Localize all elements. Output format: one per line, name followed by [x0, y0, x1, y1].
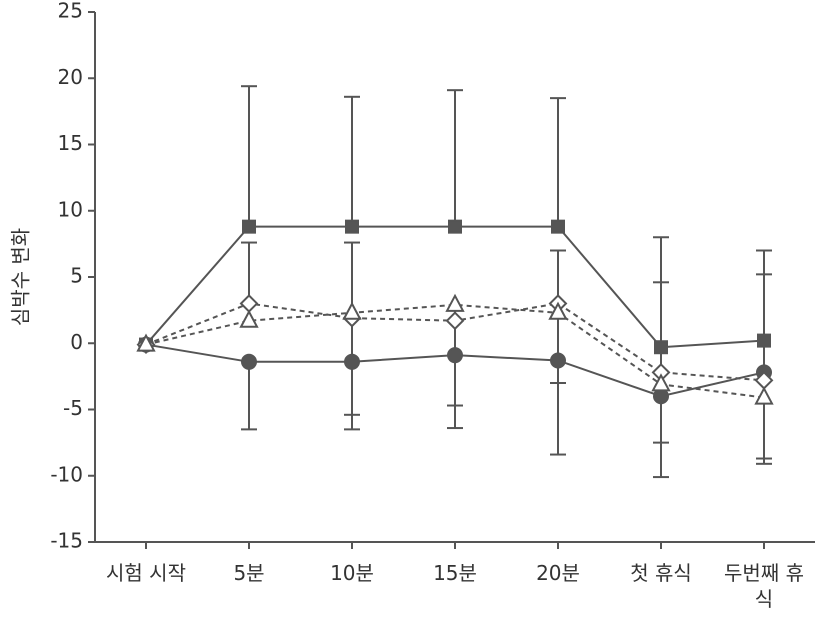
marker — [239, 294, 259, 313]
marker — [653, 388, 669, 405]
marker — [342, 301, 362, 320]
y-tick-label: -10 — [50, 462, 83, 486]
marker — [550, 352, 566, 369]
x-tick-label: 5분 — [233, 561, 265, 585]
marker — [551, 219, 565, 234]
marker — [241, 353, 257, 370]
marker — [345, 219, 359, 234]
y-tick-label: 20 — [58, 65, 83, 89]
marker — [445, 293, 465, 312]
marker — [239, 309, 259, 328]
marker — [654, 340, 668, 355]
x-tick-label: 첫 휴식 — [630, 561, 692, 585]
marker — [651, 373, 671, 392]
marker — [448, 219, 462, 234]
x-tick-label: 시험 시작 — [106, 561, 186, 585]
marker — [447, 347, 463, 364]
marker — [242, 219, 256, 234]
x-tick-label: 두번째 휴식 — [724, 561, 804, 611]
y-tick-label: -15 — [50, 529, 83, 553]
marker — [548, 301, 568, 320]
y-tick-label: 0 — [70, 330, 83, 354]
y-axis-label: 심박수 변화 — [9, 228, 33, 326]
marker — [136, 333, 156, 352]
x-tick-label: 10분 — [330, 561, 374, 585]
y-tick-label: 10 — [58, 197, 83, 221]
x-tick-label: 20분 — [536, 561, 580, 585]
y-tick-label: 25 — [58, 0, 83, 23]
marker — [344, 353, 360, 370]
marker — [754, 386, 774, 405]
marker — [757, 333, 771, 348]
y-tick-label: 15 — [58, 131, 83, 155]
marker — [445, 311, 465, 331]
y-tick-label: 5 — [70, 264, 83, 288]
x-tick-label: 15분 — [433, 561, 477, 585]
y-tick-label: -5 — [63, 396, 83, 420]
